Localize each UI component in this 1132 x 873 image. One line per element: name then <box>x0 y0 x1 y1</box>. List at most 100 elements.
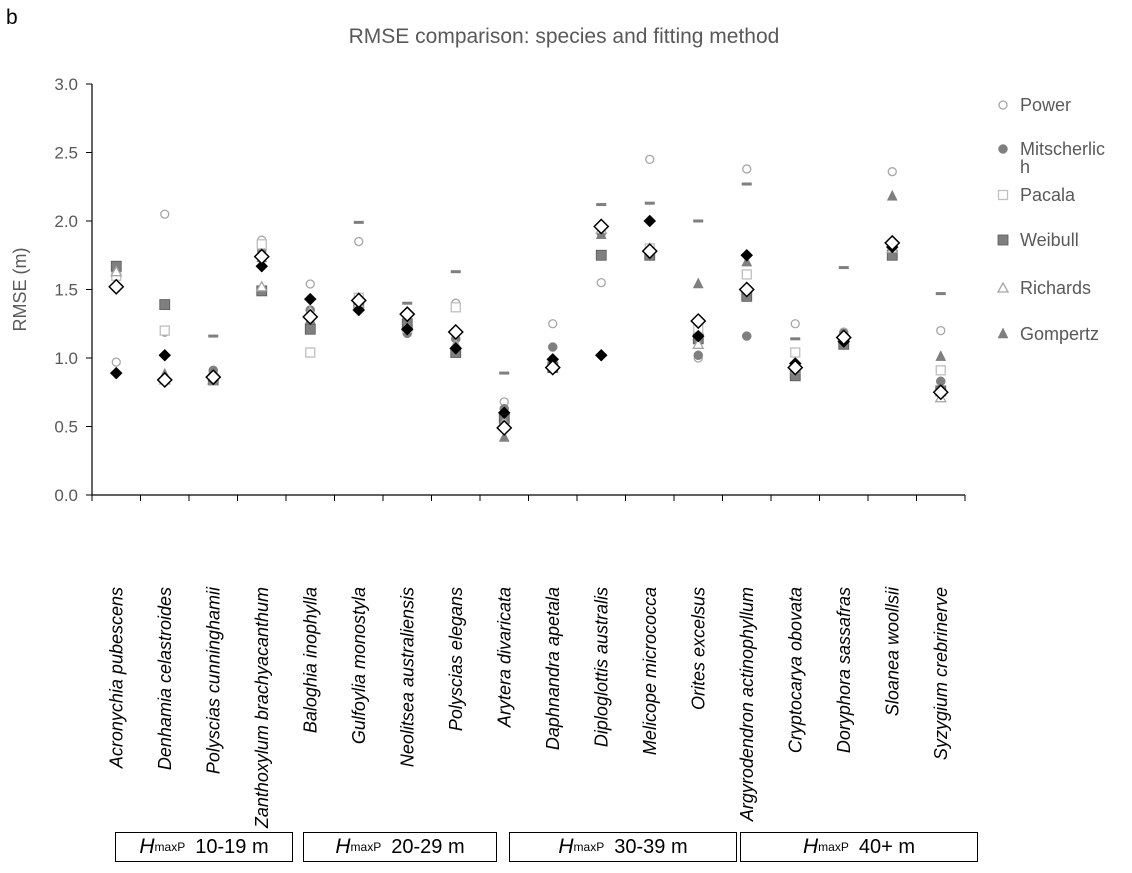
point-pacala <box>935 365 946 376</box>
legend-label: Pacala <box>1020 185 1076 205</box>
y-tick-label: 2.0 <box>54 212 78 231</box>
dash-marker <box>402 301 413 305</box>
point-mitscherlich <box>548 342 558 352</box>
point-power <box>354 236 364 247</box>
group-symbol: H <box>802 835 819 858</box>
point-richards <box>110 265 123 277</box>
legend-marker <box>997 327 1009 339</box>
diamond-open-marker <box>205 369 222 386</box>
x-tick-label: Daphnandra apetala <box>543 587 563 750</box>
dash-marker <box>741 182 752 186</box>
point-gompertz <box>498 430 510 442</box>
diamond-filled-marker <box>643 214 657 228</box>
group-label: 20-29 m <box>391 835 465 858</box>
dash-marker <box>353 220 364 224</box>
x-tick-label: Sloanea woollsii <box>882 586 902 716</box>
diamond-filled-marker <box>691 329 705 343</box>
group-subscript: maxP <box>154 840 186 854</box>
group-subscript: maxP <box>818 840 849 854</box>
x-tick-label: Cryptocarya obovata <box>785 587 805 753</box>
point-power <box>936 325 946 336</box>
point-power <box>645 154 655 165</box>
point-richards <box>692 337 705 349</box>
point-power <box>887 167 897 177</box>
point-gompertz <box>692 277 704 289</box>
diamond-filled-marker <box>352 303 366 317</box>
diamond-filled-marker <box>497 406 511 420</box>
dash-marker <box>693 219 704 223</box>
legend-label: Power <box>1020 95 1071 115</box>
y-tick-label: 3.0 <box>54 75 78 94</box>
point-pacala <box>159 325 170 336</box>
x-tick-label: Denhamia celastroides <box>155 587 175 770</box>
y-axis-label: RMSE (m) <box>10 248 30 332</box>
point-mitscherlich <box>693 350 703 361</box>
legend-marker <box>998 100 1008 110</box>
group-label: 30-39 m <box>614 835 688 858</box>
diamond-open-marker <box>835 329 852 346</box>
point-richards <box>255 280 268 292</box>
group-symbol: H <box>139 835 155 858</box>
diamond-open-marker <box>593 218 610 235</box>
diamond-filled-marker <box>594 348 608 362</box>
legend-label: Mitscherlic h <box>1020 139 1105 177</box>
point-pacala <box>790 347 801 358</box>
diamond-filled-marker <box>303 292 317 306</box>
diamond-filled-marker <box>158 348 172 362</box>
dash-marker <box>644 201 655 205</box>
x-tick-label: Baloghia inophylla <box>300 587 320 733</box>
panel-label: b <box>6 6 18 29</box>
dash-marker <box>838 266 849 270</box>
point-power <box>742 164 752 174</box>
y-tick-label: 0.5 <box>54 418 78 437</box>
dash-marker <box>450 270 461 274</box>
point-gompertz <box>935 350 947 361</box>
diamond-open-marker <box>399 306 416 323</box>
group-subscript: maxP <box>573 840 605 854</box>
legend-label: Gompertz <box>1020 324 1099 344</box>
legend-marker <box>996 281 1010 293</box>
diamond-open-marker <box>787 359 804 376</box>
x-tick-label: Syzygium crebrinerve <box>931 587 951 760</box>
diamond-open-marker <box>641 243 658 260</box>
dash-marker <box>935 292 946 296</box>
x-tick-label: Diploglottis australis <box>591 587 611 747</box>
group-subscript: maxP <box>350 840 382 854</box>
group-symbol: H <box>335 835 351 858</box>
diamond-open-marker <box>253 248 270 265</box>
chart-title: RMSE comparison: species and fitting met… <box>349 25 780 48</box>
diamond-open-marker <box>302 308 319 325</box>
point-power <box>305 279 315 289</box>
diamond-open-marker <box>932 384 949 401</box>
diamond-filled-marker <box>449 342 463 355</box>
diamond-open-marker <box>156 371 173 388</box>
diamond-open-marker <box>690 312 707 330</box>
dash-marker <box>596 203 607 207</box>
point-power <box>790 319 800 329</box>
x-tick-label: Doryphora sassafras <box>834 587 854 753</box>
x-tick-label: Gulfoylia monostyla <box>349 587 369 744</box>
y-tick-label: 2.5 <box>54 144 78 163</box>
x-tick-label: Argyrodendron actinophyllum <box>737 587 757 822</box>
diamond-open-marker <box>544 359 561 376</box>
dash-marker <box>790 337 801 341</box>
point-power <box>596 277 606 288</box>
point-power <box>160 209 170 219</box>
point-pacala <box>741 269 752 280</box>
legend-marker <box>998 144 1008 154</box>
y-tick-label: 0.0 <box>54 486 78 505</box>
legend-marker <box>997 234 1009 246</box>
point-weibull <box>304 323 316 335</box>
point-mitscherlich <box>742 331 752 341</box>
x-tick-label: Zanthoxylum brachyacanthum <box>252 587 272 829</box>
x-tick-label: Polyscias elegans <box>446 587 466 731</box>
legend-label: Weibull <box>1020 230 1079 250</box>
point-power <box>548 319 558 329</box>
diamond-open-marker <box>884 234 901 251</box>
point-weibull <box>159 299 171 310</box>
